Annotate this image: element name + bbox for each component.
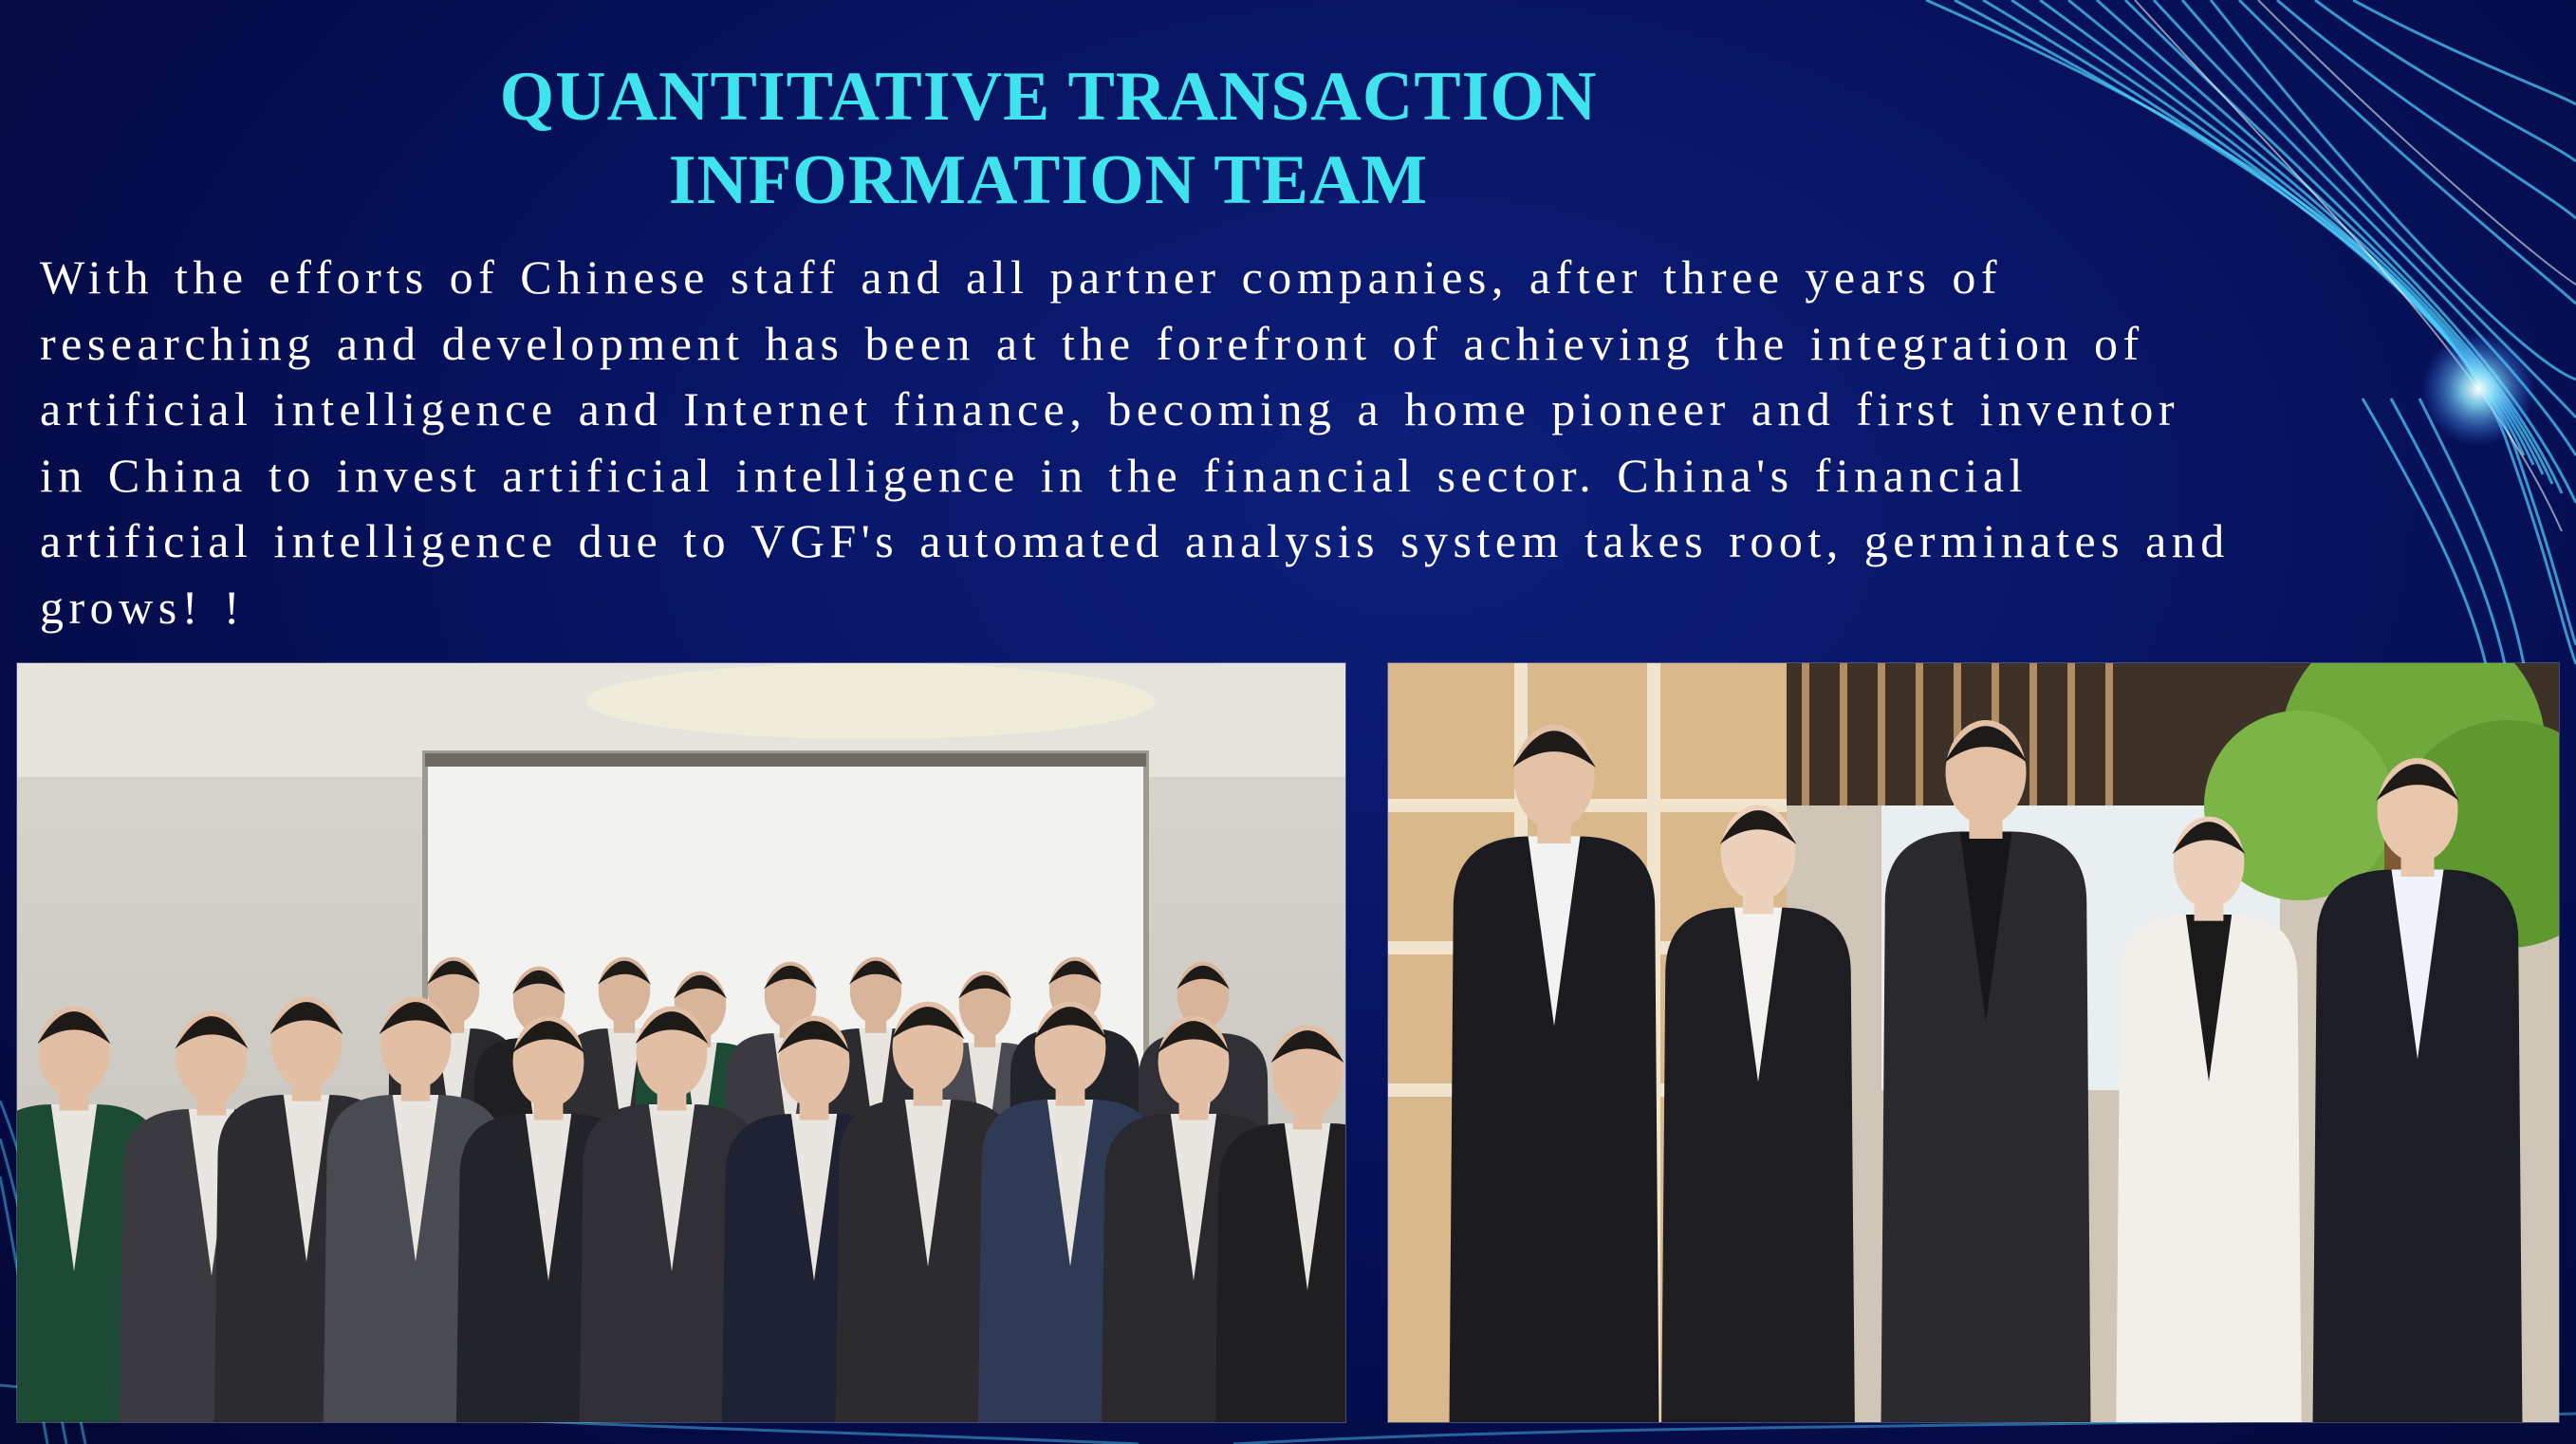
- person-figure: [2312, 758, 2523, 1422]
- paragraph-line: in China to invest artificial intelligen…: [40, 448, 2029, 502]
- partner-team-photo: [1387, 662, 2560, 1423]
- person-figure: [835, 1001, 1021, 1422]
- person-figure: [1449, 725, 1659, 1422]
- title-line-1: QUANTITATIVE TRANSACTION: [499, 58, 1598, 136]
- person-figure: [1214, 1025, 1345, 1422]
- group-photo-illustration: [1388, 663, 2559, 1422]
- title-line-2: INFORMATION TEAM: [668, 141, 1429, 219]
- paragraph-line: researching and development has been at …: [40, 316, 2144, 370]
- group-photo-illustration: [17, 663, 1345, 1422]
- paragraph-line: artificial intelligence due to VGF's aut…: [40, 514, 2230, 567]
- person-figure: [1661, 805, 1855, 1422]
- slide-title: QUANTITATIVE TRANSACTION INFORMATION TEA…: [218, 55, 1879, 222]
- chinese-team-photo: [16, 662, 1346, 1423]
- paragraph-line: artificial intelligence and Internet fin…: [40, 382, 2180, 435]
- paragraph-line: grows! !: [40, 580, 246, 634]
- person-figure: [579, 1006, 765, 1422]
- person-figure: [1881, 720, 2091, 1422]
- paragraph-line: With the efforts of Chinese staff and al…: [40, 250, 2003, 304]
- description-paragraph: With the efforts of Chinese staff and al…: [40, 245, 2412, 640]
- person-figure: [2116, 816, 2302, 1422]
